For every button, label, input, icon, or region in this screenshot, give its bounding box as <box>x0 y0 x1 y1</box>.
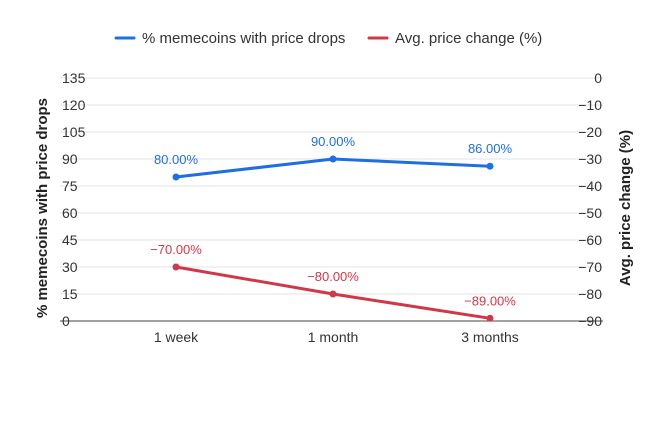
right-tick-label: −80 <box>578 286 602 302</box>
left-tick-label: 45 <box>62 232 78 248</box>
right-tick-label: −50 <box>578 205 602 221</box>
left-axis-ticks: 135 120 105 90 75 60 45 30 15 0 <box>62 70 86 329</box>
legend: % memecoins with price drops Avg. price c… <box>114 30 542 47</box>
left-tick-label: 60 <box>62 205 78 221</box>
x-tick-label: 3 months <box>461 329 519 345</box>
data-point <box>486 314 494 322</box>
data-point <box>172 263 180 271</box>
left-tick-label: 75 <box>62 178 78 194</box>
left-tick-label: 135 <box>62 70 86 86</box>
right-tick-label: −60 <box>578 232 602 248</box>
data-point <box>172 173 180 181</box>
data-point <box>329 290 337 298</box>
left-tick-label: 0 <box>62 313 70 329</box>
x-tick-label: 1 month <box>308 329 359 345</box>
right-tick-label: −90 <box>578 313 602 329</box>
left-tick-label: 15 <box>62 286 78 302</box>
series: 80.00% 90.00% 86.00% −70.00% −80.00% −89.00% <box>150 134 516 322</box>
gridlines <box>60 77 603 322</box>
data-label: 86.00% <box>468 141 513 156</box>
data-point <box>486 162 494 170</box>
right-tick-label: −20 <box>578 124 602 140</box>
right-tick-label: 0 <box>594 70 602 86</box>
left-tick-label: 105 <box>62 124 86 140</box>
data-label: 80.00% <box>154 152 199 167</box>
left-axis-title: % memecoins with price drops <box>34 98 51 318</box>
data-label: −70.00% <box>150 242 202 257</box>
data-label: 90.00% <box>311 134 356 149</box>
data-point <box>329 155 337 163</box>
data-label: −80.00% <box>307 269 359 284</box>
data-label: −89.00% <box>464 293 516 308</box>
legend-label: % memecoins with price drops <box>142 30 345 47</box>
legend-label: Avg. price change (%) <box>395 30 542 47</box>
right-axis-ticks: 0 −10 −20 −30 −40 −50 −60 −70 −80 −90 <box>578 70 602 329</box>
x-tick-label: 1 week <box>154 329 199 345</box>
left-tick-label: 90 <box>62 151 78 167</box>
right-axis-title: Avg. price change (%) <box>617 130 634 286</box>
right-tick-label: −40 <box>578 178 602 194</box>
x-axis-ticks: 1 week 1 month 3 months <box>154 329 519 345</box>
right-tick-label: −70 <box>578 259 602 275</box>
right-tick-label: −10 <box>578 97 602 113</box>
right-tick-label: −30 <box>578 151 602 167</box>
left-tick-label: 120 <box>62 97 86 113</box>
left-tick-label: 30 <box>62 259 78 275</box>
